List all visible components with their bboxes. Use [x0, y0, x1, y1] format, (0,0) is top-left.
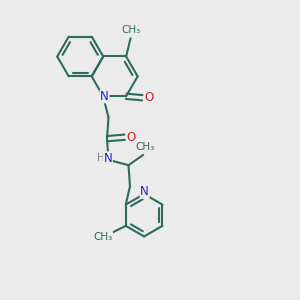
Text: O: O: [144, 91, 153, 104]
Text: O: O: [127, 131, 136, 144]
Text: CH₃: CH₃: [93, 232, 112, 242]
Text: CH₃: CH₃: [122, 25, 141, 35]
Text: N: N: [103, 152, 112, 165]
Text: H: H: [97, 153, 105, 164]
Text: N: N: [100, 90, 109, 103]
Text: N: N: [140, 185, 149, 198]
Text: CH₃: CH₃: [135, 142, 154, 152]
